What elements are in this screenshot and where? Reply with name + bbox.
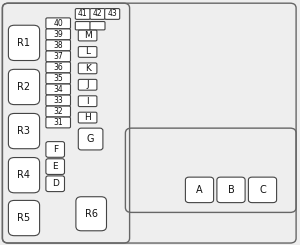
FancyBboxPatch shape [46, 117, 70, 128]
FancyBboxPatch shape [8, 25, 40, 61]
FancyBboxPatch shape [46, 73, 70, 84]
Text: 43: 43 [107, 10, 117, 18]
FancyBboxPatch shape [46, 142, 64, 157]
FancyBboxPatch shape [46, 62, 70, 73]
FancyBboxPatch shape [46, 176, 64, 192]
FancyBboxPatch shape [46, 84, 70, 95]
FancyBboxPatch shape [76, 197, 106, 231]
FancyBboxPatch shape [46, 51, 70, 62]
FancyBboxPatch shape [90, 9, 105, 19]
Text: R2: R2 [17, 82, 31, 92]
FancyBboxPatch shape [78, 47, 97, 57]
Text: G: G [87, 134, 94, 144]
Text: 41: 41 [78, 10, 88, 18]
Text: 37: 37 [53, 52, 63, 61]
FancyBboxPatch shape [78, 79, 97, 90]
FancyBboxPatch shape [185, 177, 214, 203]
FancyBboxPatch shape [78, 30, 97, 41]
Text: E: E [52, 162, 58, 171]
Text: 31: 31 [53, 118, 63, 127]
Text: 32: 32 [53, 107, 63, 116]
FancyBboxPatch shape [46, 29, 70, 40]
FancyBboxPatch shape [46, 40, 70, 51]
FancyBboxPatch shape [90, 22, 105, 30]
Text: 42: 42 [93, 10, 102, 18]
FancyBboxPatch shape [46, 159, 64, 174]
Text: B: B [228, 185, 234, 195]
FancyBboxPatch shape [78, 63, 97, 74]
FancyBboxPatch shape [78, 112, 97, 123]
Text: C: C [259, 185, 266, 195]
Text: D: D [52, 179, 59, 188]
Text: 39: 39 [53, 30, 63, 39]
FancyBboxPatch shape [46, 95, 70, 106]
FancyBboxPatch shape [8, 113, 40, 149]
FancyBboxPatch shape [8, 69, 40, 105]
Text: R5: R5 [17, 213, 31, 223]
Text: 35: 35 [53, 74, 63, 83]
FancyBboxPatch shape [78, 128, 103, 150]
FancyBboxPatch shape [46, 18, 70, 29]
Text: R6: R6 [85, 209, 98, 219]
FancyBboxPatch shape [75, 9, 90, 19]
Text: L: L [85, 48, 90, 56]
Text: R3: R3 [17, 126, 31, 136]
Text: 40: 40 [53, 19, 63, 28]
Text: 38: 38 [53, 41, 63, 50]
Text: 36: 36 [53, 63, 63, 72]
FancyBboxPatch shape [105, 9, 120, 19]
FancyBboxPatch shape [78, 96, 97, 107]
FancyBboxPatch shape [248, 177, 277, 203]
Text: 33: 33 [53, 96, 63, 105]
Text: R1: R1 [17, 38, 31, 48]
FancyBboxPatch shape [46, 106, 70, 117]
Text: R4: R4 [17, 170, 31, 180]
FancyBboxPatch shape [8, 200, 40, 236]
Text: M: M [84, 31, 92, 40]
Text: H: H [84, 113, 91, 122]
FancyBboxPatch shape [217, 177, 245, 203]
Text: A: A [196, 185, 203, 195]
Text: I: I [86, 97, 89, 106]
FancyBboxPatch shape [8, 158, 40, 193]
Text: J: J [86, 80, 89, 89]
Text: K: K [85, 64, 91, 73]
Text: 34: 34 [53, 85, 63, 94]
FancyBboxPatch shape [75, 22, 90, 30]
Text: F: F [52, 145, 58, 154]
